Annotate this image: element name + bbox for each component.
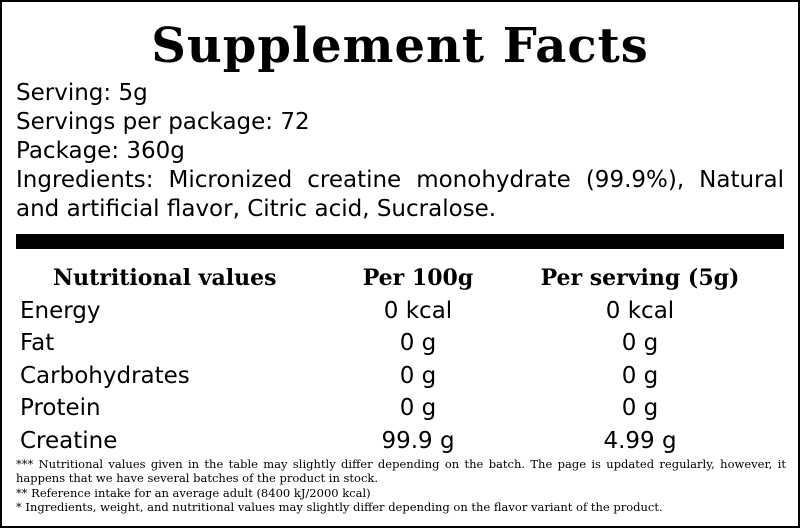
table-header-row: Nutritional values Per 100g Per serving … bbox=[16, 262, 784, 295]
value-per-serving: 0 g bbox=[621, 362, 659, 389]
table-row: Energy 0 kcal 0 kcal bbox=[16, 295, 784, 328]
table-row: Carbohydrates 0 g 0 g bbox=[16, 360, 784, 393]
nutrient-name: Energy bbox=[20, 297, 101, 324]
value-per-100g: 0 g bbox=[399, 395, 437, 421]
value-per-serving: 0 g bbox=[621, 330, 659, 356]
footnotes: *** Nutritional values given in the tabl… bbox=[16, 457, 786, 514]
servings-per-package: Servings per package: 72 bbox=[16, 109, 310, 135]
nutrient-name: Fat bbox=[20, 330, 55, 356]
table-row: Creatine 99.9 g 4.99 g bbox=[16, 425, 784, 458]
footnote-reference-intake: ** Reference intake for an average adult… bbox=[16, 485, 371, 500]
table-row: Protein 0 g 0 g bbox=[16, 392, 784, 425]
value-per-100g: 0 g bbox=[399, 330, 437, 356]
value-per-serving: 0 g bbox=[621, 395, 659, 421]
header-nutritional-values: Nutritional values bbox=[53, 265, 277, 291]
table-row: Fat 0 g 0 g bbox=[16, 327, 784, 360]
value-per-serving: 0 kcal bbox=[605, 297, 675, 324]
nutrient-name: Creatine bbox=[20, 427, 118, 454]
value-per-100g: 99.9 g bbox=[381, 427, 455, 454]
nutrient-name: Carbohydrates bbox=[20, 362, 190, 389]
package-size: Package: 360g bbox=[16, 138, 185, 164]
footnote-flavor-variant: * Ingredients, weight, and nutritional v… bbox=[16, 499, 663, 514]
value-per-100g: 0 g bbox=[399, 362, 437, 389]
header-per-serving: Per serving (5g) bbox=[540, 265, 740, 291]
value-per-serving: 4.99 g bbox=[603, 427, 677, 454]
label-title: Supplement Facts bbox=[151, 18, 649, 74]
value-per-100g: 0 kcal bbox=[383, 297, 453, 324]
nutrient-name: Protein bbox=[20, 395, 101, 421]
nutrition-table: Nutritional values Per 100g Per serving … bbox=[16, 262, 784, 457]
product-info: Serving: 5g Servings per package: 72 Pac… bbox=[16, 79, 784, 224]
ingredients-text: Ingredients: Micronized creatine monohyd… bbox=[16, 167, 784, 222]
footnote-batch: *** Nutritional values given in the tabl… bbox=[16, 457, 786, 486]
section-divider bbox=[16, 234, 784, 249]
serving-size: Serving: 5g bbox=[16, 80, 148, 106]
header-per-100g: Per 100g bbox=[362, 265, 474, 291]
